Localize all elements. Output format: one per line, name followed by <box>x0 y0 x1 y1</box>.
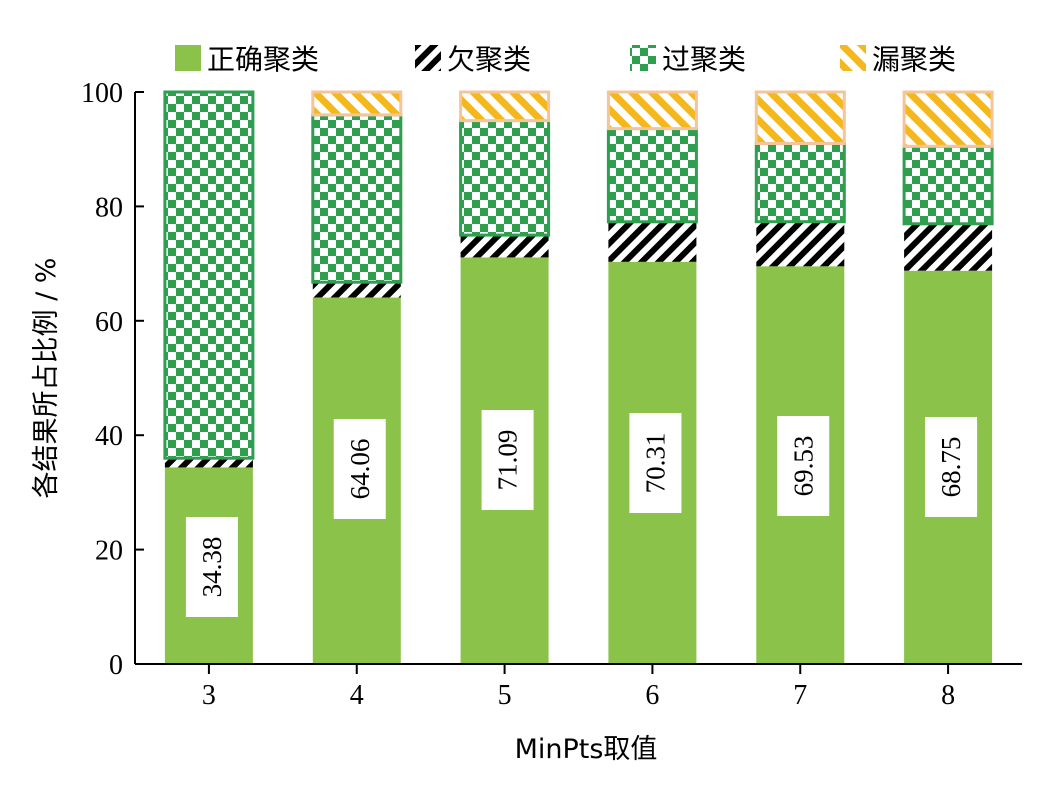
legend-label-0: 正确聚类 <box>207 43 319 76</box>
bar-segment-5-3 <box>459 90 551 123</box>
x-tick-label-5: 5 <box>498 680 512 711</box>
data-label-box-0 <box>185 517 238 617</box>
y-axis-title: 各结果所占比例 / % <box>31 258 62 499</box>
bar-segment-6-1 <box>608 221 697 262</box>
data-label-box-2 <box>481 410 534 510</box>
data-label-box-1 <box>333 419 386 519</box>
bar-segment-6-3 <box>606 90 698 131</box>
data-label-1: 64.06 <box>345 439 375 500</box>
x-axis-title: MinPts取值 <box>515 734 658 765</box>
y-tick-label-60: 60 <box>95 307 123 338</box>
data-label-3: 70.31 <box>640 433 670 494</box>
legend-label-2: 过聚类 <box>662 43 746 76</box>
data-label-box-4 <box>777 416 830 516</box>
bar-segment-8-3 <box>902 90 994 148</box>
legend-swatch-1 <box>415 45 441 71</box>
bar-segment-7-3 <box>754 90 846 145</box>
data-label-0: 34.38 <box>197 537 227 598</box>
bar-segment-7-1 <box>756 221 845 267</box>
bar-segment-4-3 <box>311 90 403 117</box>
legend: 正确聚类 欠聚类 过聚类 漏聚类 <box>175 43 956 76</box>
bar-segment-8-2 <box>902 144 994 226</box>
bar-segment-5-1 <box>460 235 549 258</box>
bar-segment-4-2 <box>311 113 403 284</box>
x-tick-label-4: 4 <box>350 680 364 711</box>
legend-label-1: 欠聚类 <box>447 43 531 76</box>
x-tick-label-3: 3 <box>202 680 216 711</box>
legend-swatch-3 <box>840 45 866 71</box>
data-label-box-5 <box>925 417 978 517</box>
data-label-5: 68.75 <box>936 437 966 498</box>
bar-segment-3-2 <box>163 90 255 460</box>
y-tick-label-40: 40 <box>95 421 123 452</box>
bar-segment-8-1 <box>904 223 993 271</box>
bar-segment-6-2 <box>606 127 698 224</box>
legend-label-3: 漏聚类 <box>872 43 956 76</box>
bars <box>163 90 994 665</box>
y-tick-label-20: 20 <box>95 536 123 567</box>
y-tick-label-100: 100 <box>81 78 123 109</box>
y-tick-label-80: 80 <box>95 192 123 223</box>
bar-segment-7-2 <box>754 142 846 224</box>
data-label-box-3 <box>629 413 682 513</box>
data-labels: 34.38 64.06 71.09 70.31 69.53 68.75 <box>185 410 978 617</box>
x-tick-label-6: 6 <box>645 680 659 711</box>
bar-segment-4-1 <box>312 282 401 298</box>
x-tick-label-7: 7 <box>793 680 807 711</box>
legend-swatch-0 <box>175 45 201 71</box>
data-label-2: 71.09 <box>493 430 523 491</box>
x-tick-label-8: 8 <box>941 680 955 711</box>
bar-segment-5-2 <box>459 119 551 237</box>
bar-segment-3-1 <box>164 458 253 468</box>
axes: 0 20 40 60 80 100 3 4 5 6 7 8 <box>81 78 1022 711</box>
legend-swatch-2 <box>630 45 656 71</box>
data-label-4: 69.53 <box>788 436 818 497</box>
y-tick-label-0: 0 <box>109 650 123 681</box>
